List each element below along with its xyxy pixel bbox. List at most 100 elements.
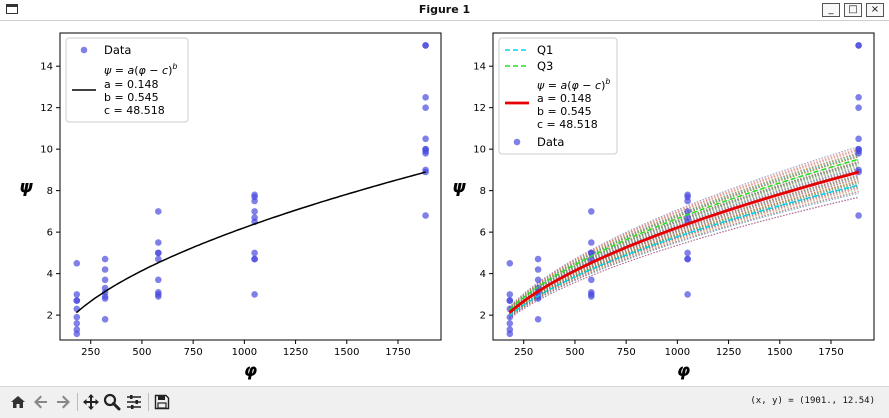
data-point bbox=[684, 255, 691, 263]
x-tick-label: 1000 bbox=[665, 347, 690, 358]
cursor-coordinates: (x, y) = (1901., 12.54) bbox=[750, 396, 875, 406]
data-point bbox=[534, 276, 542, 284]
zoom-icon[interactable] bbox=[102, 392, 122, 412]
data-point bbox=[155, 255, 162, 263]
x-axis-label: φ bbox=[244, 361, 257, 381]
data-point bbox=[73, 313, 81, 321]
data-point bbox=[422, 166, 429, 174]
bootstrap-curve bbox=[509, 147, 859, 308]
bootstrap-curve bbox=[509, 183, 859, 316]
window-titlebar: Figure 1 _ □ × bbox=[0, 0, 889, 21]
legend-marker-data bbox=[80, 46, 88, 54]
y-tick-label: 14 bbox=[40, 62, 53, 73]
window-title: Figure 1 bbox=[418, 3, 471, 16]
data-point bbox=[855, 145, 862, 153]
legend-param: a = 0.148 bbox=[537, 92, 591, 105]
x-tick-label: 1750 bbox=[385, 347, 410, 358]
fit-line bbox=[75, 171, 426, 314]
data-point bbox=[534, 316, 542, 323]
tick-labels: 250 500 750 1000 1250 1500 1750 2 4 6 8 10 12 14 bbox=[473, 62, 843, 358]
data-point bbox=[588, 208, 595, 215]
data-point bbox=[855, 104, 862, 111]
forward-arrow-icon[interactable] bbox=[53, 392, 73, 412]
bootstrap-curve bbox=[509, 176, 859, 315]
x-tick-label: 1250 bbox=[283, 347, 308, 358]
bootstrap-curve bbox=[509, 187, 859, 317]
minimize-button[interactable]: _ bbox=[822, 3, 840, 17]
data-point bbox=[422, 212, 429, 219]
x-tick-label: 1750 bbox=[818, 347, 843, 358]
data-point bbox=[101, 255, 109, 263]
quantile-line-q1 bbox=[508, 184, 859, 317]
bootstrap-curve bbox=[509, 181, 859, 316]
data-point bbox=[155, 208, 162, 215]
bootstrap-curve bbox=[509, 180, 859, 316]
data-point bbox=[506, 297, 514, 304]
data-point bbox=[155, 276, 162, 284]
tick-labels: 250 500 750 1000 1250 1500 1750 2 4 6 8 10 12 14 bbox=[40, 62, 410, 358]
data-point bbox=[155, 249, 162, 257]
configure-subplots-icon[interactable] bbox=[124, 392, 144, 412]
back-arrow-icon[interactable] bbox=[31, 392, 51, 412]
data-point bbox=[73, 260, 81, 267]
pan-icon[interactable] bbox=[81, 392, 101, 412]
toolbar-separator bbox=[148, 393, 149, 411]
legend-param: b = 0.545 bbox=[104, 91, 159, 104]
window-icon bbox=[6, 4, 18, 14]
data-point bbox=[684, 191, 691, 199]
quantile-line-q3 bbox=[508, 158, 859, 311]
data-point bbox=[251, 291, 258, 298]
x-tick-label: 1500 bbox=[334, 347, 359, 358]
x-tick-label: 250 bbox=[514, 347, 533, 358]
x-tick-label: 1000 bbox=[232, 347, 257, 358]
data-point bbox=[422, 42, 429, 49]
bootstrap-curve bbox=[509, 189, 859, 318]
bootstrap-curve bbox=[509, 186, 859, 317]
figure-canvas[interactable]: 250 500 750 1000 1250 1500 1750 2 4 6 8 10 12 14 φ ψ Dat… bbox=[0, 21, 889, 386]
data-point bbox=[506, 291, 514, 298]
legend-param: b = 0.545 bbox=[537, 105, 592, 118]
data-point bbox=[588, 239, 595, 246]
data-point bbox=[684, 249, 691, 257]
data-point bbox=[73, 320, 81, 327]
data-point bbox=[155, 289, 162, 296]
data-points bbox=[506, 42, 862, 338]
y-tick-label: 8 bbox=[480, 186, 486, 197]
navigation-toolbar: (x, y) = (1901., 12.54) bbox=[0, 386, 889, 418]
save-icon[interactable] bbox=[152, 392, 172, 412]
bootstrap-curve bbox=[509, 146, 859, 307]
data-point bbox=[422, 94, 429, 101]
legend-param: c = 48.518 bbox=[104, 104, 165, 117]
plot-area bbox=[506, 42, 862, 338]
bootstrap-curve bbox=[509, 190, 859, 318]
home-icon[interactable] bbox=[8, 392, 28, 412]
toolbar-separator bbox=[77, 393, 78, 411]
data-point bbox=[73, 291, 81, 298]
y-tick-label: 2 bbox=[47, 311, 53, 322]
bootstrap-curve bbox=[509, 193, 859, 319]
bootstrap-curve bbox=[509, 188, 859, 318]
data-point bbox=[251, 249, 258, 257]
y-tick-label: 12 bbox=[473, 103, 486, 114]
plot-area bbox=[73, 42, 429, 338]
bootstrap-curve bbox=[509, 168, 859, 313]
data-point bbox=[588, 276, 595, 284]
x-tick-label: 500 bbox=[565, 347, 584, 358]
data-point bbox=[422, 104, 429, 111]
data-point bbox=[73, 326, 81, 333]
legend-param: c = 48.518 bbox=[537, 118, 598, 131]
maximize-button[interactable]: □ bbox=[844, 3, 862, 17]
y-axis-label: ψ bbox=[452, 178, 466, 198]
bootstrap-curve bbox=[509, 182, 859, 316]
close-button[interactable]: × bbox=[866, 3, 884, 17]
legend-box bbox=[498, 37, 618, 155]
data-point bbox=[422, 135, 429, 143]
legend-label: Data bbox=[537, 135, 564, 149]
data-point bbox=[101, 276, 109, 284]
bootstrap-curve bbox=[509, 149, 859, 308]
data-point bbox=[506, 260, 514, 267]
bootstrap-curve bbox=[509, 187, 859, 317]
data-point bbox=[506, 326, 514, 333]
